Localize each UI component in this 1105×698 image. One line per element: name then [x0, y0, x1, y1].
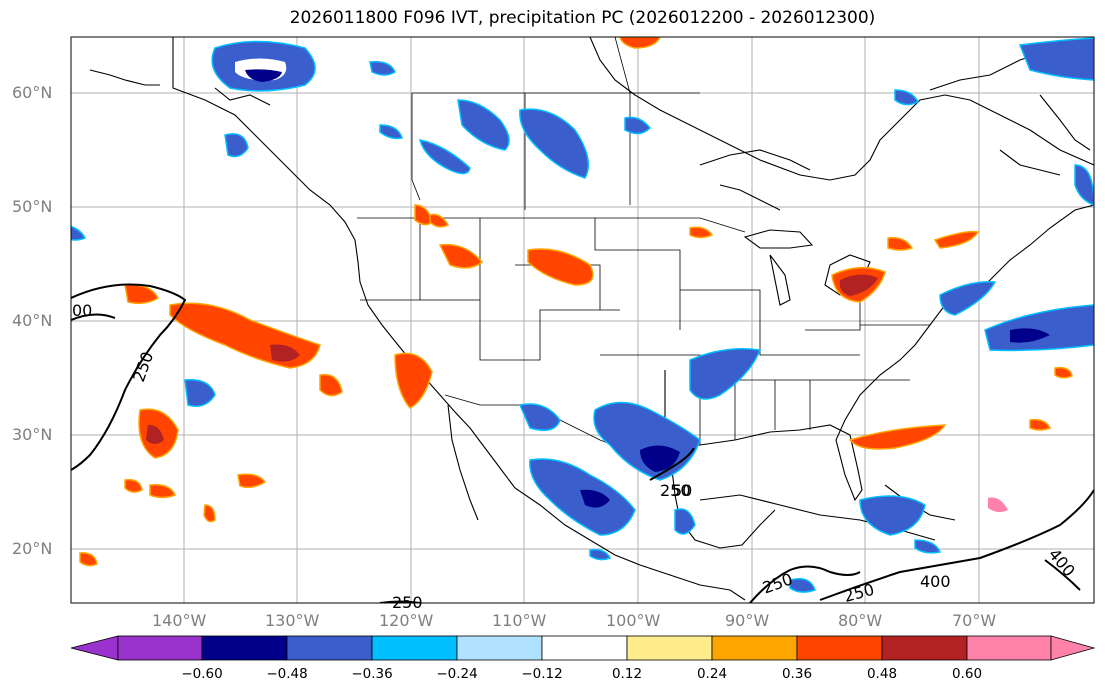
colorbar-segment: [711, 635, 798, 661]
colorbar-tick-label: −0.36: [351, 666, 393, 682]
lon-label: 140°W: [152, 611, 207, 630]
colorbar-tick-label: −0.48: [266, 666, 308, 682]
lat-label: 40°N: [12, 311, 53, 330]
colorbar-tick-label: 0.24: [696, 666, 728, 682]
colorbar-tick-label: 0.60: [951, 666, 983, 682]
colorbar-segment: [966, 635, 1052, 661]
colorbar-tick-label: 0.36: [781, 666, 813, 682]
precip-fill-positive: [79, 37, 1073, 567]
lon-label: 80°W: [838, 611, 883, 630]
colorbar-tick-label: −0.60: [181, 666, 223, 682]
colorbar-segment: [201, 635, 288, 661]
lon-label: 130°W: [265, 611, 320, 630]
contour-label: 00: [72, 301, 92, 320]
colorbar: [70, 635, 1096, 661]
colorbar-segment: [286, 635, 373, 661]
colorbar-segment: [1050, 635, 1096, 661]
contour-label: 50: [672, 481, 692, 500]
colorbar-segment: [541, 635, 628, 661]
colorbar-segment: [70, 635, 119, 661]
colorbar-segment: [456, 635, 543, 661]
lon-label: 120°W: [379, 611, 434, 630]
lon-label: 70°W: [952, 611, 997, 630]
colorbar-segment: [117, 635, 203, 661]
map-title: 2026011800 F096 IVT, precipitation PC (2…: [289, 8, 876, 28]
precip-fill-negative: [71, 37, 1094, 593]
lat-label: 50°N: [12, 197, 53, 216]
lon-label: 90°W: [725, 611, 770, 630]
colorbar-segment: [796, 635, 883, 661]
contour-label: 250: [660, 481, 691, 500]
colorbar-tick-label: 0.12: [611, 666, 643, 682]
map-frame: [70, 36, 1095, 604]
colorbar-tick-label: −0.24: [436, 666, 478, 682]
lon-label: 100°W: [606, 611, 661, 630]
lat-label: 20°N: [12, 539, 53, 558]
colorbar-tick-label: −0.12: [521, 666, 563, 682]
contour-label: 400: [920, 572, 951, 591]
lon-label: 110°W: [492, 611, 547, 630]
lat-label: 60°N: [12, 83, 53, 102]
colorbar-segment: [626, 635, 713, 661]
colorbar-tick-label: 0.48: [866, 666, 898, 682]
colorbar-segment: [371, 635, 458, 661]
lat-label: 30°N: [12, 425, 53, 444]
colorbar-segment: [881, 635, 968, 661]
